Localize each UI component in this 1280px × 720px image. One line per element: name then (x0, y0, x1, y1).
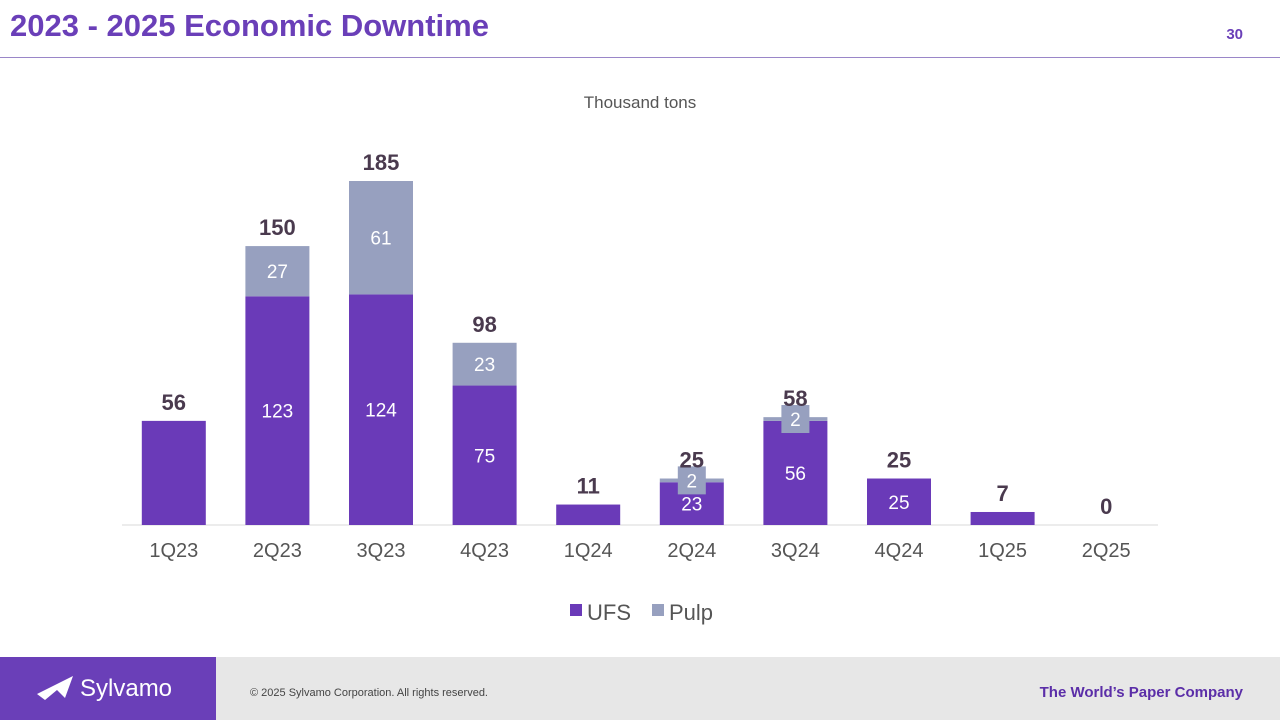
segment-label-box-pulp-2Q24 (677, 466, 706, 495)
bar-ufs-4Q24 (867, 478, 931, 525)
chart-legend: UFS Pulp (570, 600, 713, 625)
x-tick-label-2Q23: 2Q23 (253, 540, 302, 562)
total-label-1Q23: 56 (162, 390, 186, 415)
copyright-text: © 2025 Sylvamo Corporation. All rights r… (250, 687, 488, 699)
segment-label-pulp-3Q23: 61 (370, 229, 391, 250)
bar-ufs-1Q23 (141, 420, 206, 525)
total-label-2Q24: 25 (680, 448, 704, 473)
total-label-4Q23: 98 (472, 312, 496, 337)
total-label-2Q25: 0 (1100, 494, 1112, 519)
segment-label-ufs-3Q24: 56 (785, 464, 806, 485)
segment-label-pulp-2Q23: 27 (267, 262, 288, 283)
segment-label-ufs-2Q23: 123 (262, 402, 294, 423)
segment-label-pulp-4Q23: 23 (474, 355, 495, 376)
segment-label-pulp-2Q24: 2 (687, 471, 698, 492)
x-tick-label-1Q25: 1Q25 (978, 540, 1027, 562)
legend-label-ufs: UFS (587, 600, 631, 625)
logo-block: Sylvamo (0, 657, 216, 720)
x-tick-label-3Q24: 3Q24 (771, 540, 820, 562)
segment-label-pulp-3Q24: 2 (790, 410, 801, 431)
x-tick-label-1Q24: 1Q24 (564, 540, 613, 562)
tagline: The World’s Paper Company (1039, 684, 1243, 701)
chart-title: Thousand tons (584, 93, 696, 112)
total-label-3Q23: 185 (363, 150, 400, 175)
bar-ufs-3Q23 (349, 294, 413, 525)
segment-label-ufs-3Q23: 124 (365, 401, 397, 422)
legend-swatch-pulp (652, 604, 664, 616)
sylvamo-logo-icon (37, 676, 73, 700)
bar-pulp-2Q23 (245, 246, 310, 297)
bar-ufs-4Q23 (452, 385, 517, 525)
total-label-4Q24: 25 (887, 448, 911, 473)
bar-pulp-4Q23 (452, 342, 517, 386)
x-tick-label-4Q24: 4Q24 (875, 540, 924, 562)
total-label-1Q24: 11 (577, 474, 600, 499)
legend-label-pulp: Pulp (669, 600, 713, 625)
x-tick-label-3Q23: 3Q23 (357, 540, 406, 562)
segment-label-box-pulp-3Q24 (781, 405, 810, 434)
footer: Sylvamo © 2025 Sylvamo Corporation. All … (0, 657, 1280, 720)
x-tick-label-2Q25: 2Q25 (1082, 540, 1131, 562)
logo-text: Sylvamo (80, 675, 173, 702)
total-label-2Q23: 150 (259, 215, 296, 240)
total-label-1Q25: 7 (996, 481, 1008, 506)
total-label-3Q24: 58 (783, 386, 807, 411)
x-tick-label-2Q24: 2Q24 (667, 540, 716, 562)
bar-ufs-3Q24 (763, 420, 828, 525)
bar-ufs-1Q25 (970, 511, 1035, 525)
segment-label-ufs-4Q24: 25 (888, 493, 909, 514)
page-number: 30 (1226, 26, 1243, 43)
segment-label-ufs-2Q24: 23 (681, 495, 702, 516)
legend-swatch-ufs (570, 604, 582, 616)
x-tick-label-1Q23: 1Q23 (149, 540, 198, 562)
title-divider (0, 57, 1280, 58)
segment-label-ufs-4Q23: 75 (474, 446, 495, 467)
x-tick-label-4Q23: 4Q23 (460, 540, 509, 562)
bar-ufs-1Q24 (556, 504, 621, 525)
stacked-bar-chart: Thousand tons 561Q23123271502Q2312461185… (122, 93, 1158, 625)
bar-ufs-2Q23 (245, 296, 310, 525)
bar-pulp-3Q23 (349, 181, 413, 295)
page-title: 2023 - 2025 Economic Downtime (10, 8, 489, 43)
